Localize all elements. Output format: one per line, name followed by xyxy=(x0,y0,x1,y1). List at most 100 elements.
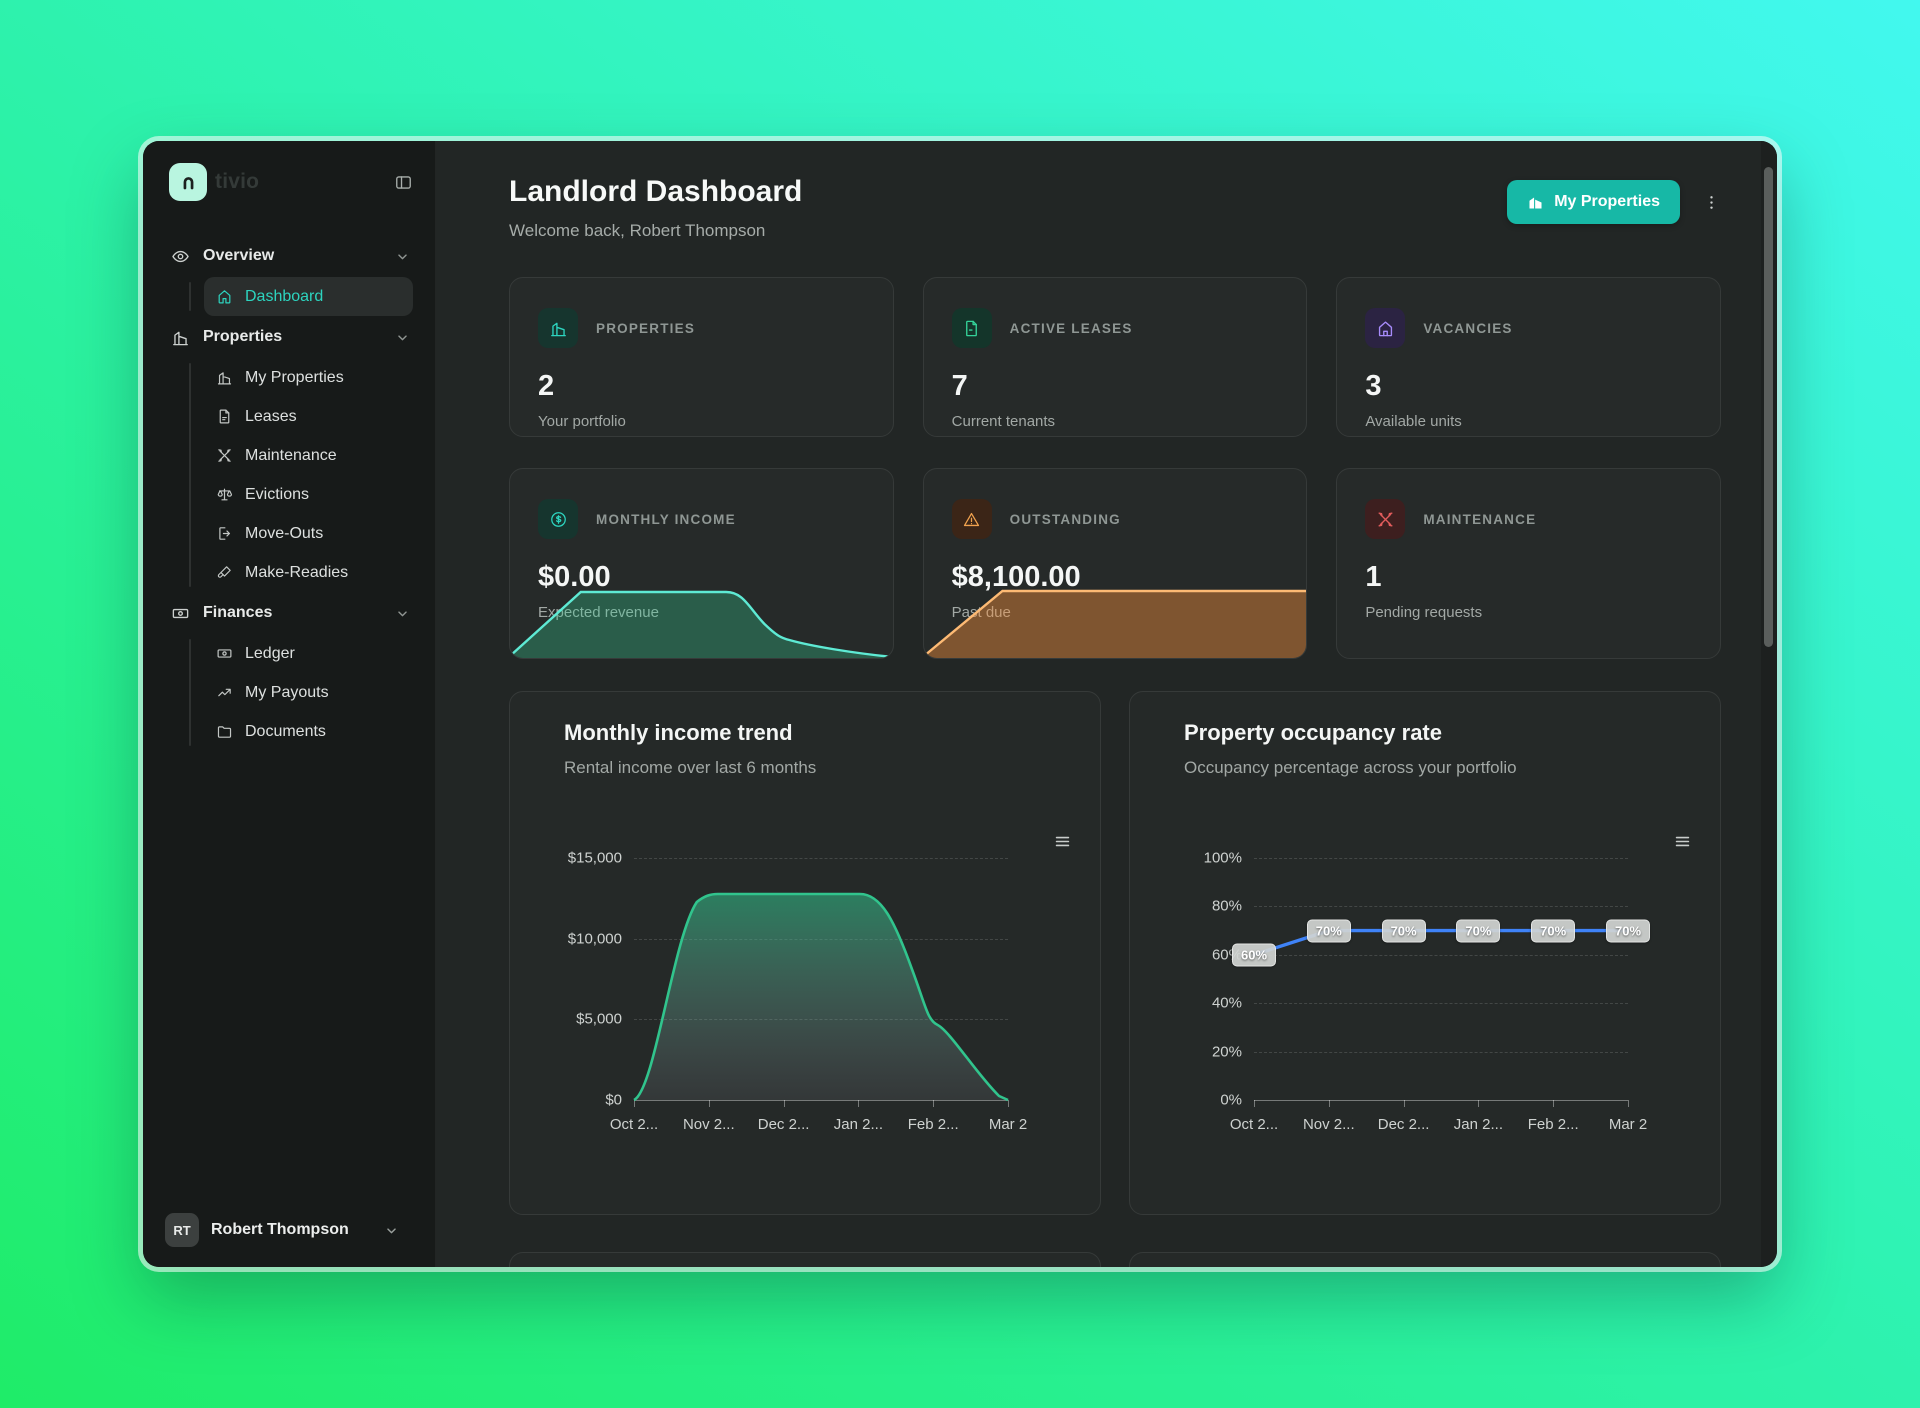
page-title: Landlord Dashboard xyxy=(509,175,803,208)
sidebar-item-ledger[interactable]: Ledger xyxy=(204,634,413,673)
stat-value: 7 xyxy=(951,370,968,402)
sidebar-section-properties[interactable]: Properties xyxy=(159,316,419,358)
section-label: Properties xyxy=(203,328,283,345)
item-label: Make-Readies xyxy=(245,563,349,581)
chevron-down-icon xyxy=(394,329,411,346)
avatar: RT xyxy=(165,1213,199,1247)
sidebar-item-move-outs[interactable]: Move-Outs xyxy=(204,514,413,553)
stat-sub: Expected revenue xyxy=(538,604,865,621)
dollar-circle-icon xyxy=(538,499,578,539)
scales-icon xyxy=(216,486,233,503)
trending-up-icon xyxy=(216,684,233,701)
sidebar-item-maintenance[interactable]: Maintenance xyxy=(204,436,413,475)
tree-guide-line xyxy=(189,639,191,746)
item-label: Leases xyxy=(245,407,297,425)
item-label: My Properties xyxy=(245,368,344,386)
eye-icon xyxy=(171,247,190,266)
tools-icon xyxy=(216,447,233,464)
data-label: 70% xyxy=(1531,919,1576,943)
stat-card-monthly-income: MONTHLY INCOME $0.00 Expected revenue xyxy=(509,468,894,659)
stat-value: $8,100.00 xyxy=(951,561,1081,593)
brand: tivio xyxy=(169,163,259,201)
sidebar-section-overview[interactable]: Overview xyxy=(159,235,419,277)
sidebar-nav: Overview Dashboard Properties My Pr xyxy=(159,235,419,1207)
stat-value: $0.00 xyxy=(538,561,611,593)
sidebar-item-dashboard[interactable]: Dashboard xyxy=(204,277,413,316)
section-label: Finances xyxy=(203,604,273,621)
sidebar: tivio Overview Dashboard Propert xyxy=(143,141,436,1267)
income-sparkline xyxy=(510,578,893,658)
chart-subtitle: Rental income over last 6 months xyxy=(564,758,817,777)
tree-guide-line xyxy=(189,363,191,587)
chevron-down-icon xyxy=(394,248,411,265)
sidebar-item-my-payouts[interactable]: My Payouts xyxy=(204,673,413,712)
item-label: My Payouts xyxy=(245,683,329,701)
brand-name: tivio xyxy=(215,170,260,193)
main-content: Landlord Dashboard Welcome back, Robert … xyxy=(436,141,1777,1267)
stat-card-outstanding: OUTSTANDING $8,100.00 Past due xyxy=(922,468,1308,659)
stat-card-vacancies: VACANCIES 3 Available units xyxy=(1336,277,1721,437)
scrollbar-thumb[interactable] xyxy=(1764,167,1773,647)
item-label: Dashboard xyxy=(245,287,324,305)
tools-icon xyxy=(1365,499,1406,539)
chart-title: Property occupancy rate xyxy=(1184,720,1442,745)
income-trend-plot: $15,000 $10,000 $5,000 $0 xyxy=(567,849,1028,1134)
chevron-down-icon xyxy=(383,1222,400,1239)
occupancy-chart-card: Property occupancy rate Occupancy percen… xyxy=(1129,691,1721,1215)
banknote-icon xyxy=(216,645,233,662)
home-icon xyxy=(216,288,233,305)
document-icon xyxy=(951,308,992,348)
banknote-icon xyxy=(171,604,190,623)
item-label: Ledger xyxy=(245,644,295,662)
building-icon xyxy=(216,369,233,386)
tree-guide-line xyxy=(189,282,191,311)
stat-card-active-leases: ACTIVE LEASES 7 Current tenants xyxy=(922,277,1308,437)
kebab-menu-icon[interactable] xyxy=(1702,193,1721,212)
stat-card-maintenance: MAINTENANCE 1 Pending requests xyxy=(1336,468,1721,659)
item-label: Documents xyxy=(245,722,326,740)
warning-triangle-icon xyxy=(951,499,992,539)
outstanding-sparkline xyxy=(923,578,1307,658)
folder-icon xyxy=(216,723,233,740)
occupancy-plot: 100% 80% 60% 40% 20% 0% xyxy=(1158,850,1692,1158)
sidebar-section-finances[interactable]: Finances xyxy=(159,592,419,634)
data-label: 70% xyxy=(1381,919,1426,943)
user-menu[interactable]: RT Robert Thompson xyxy=(159,1207,419,1249)
building-icon xyxy=(538,308,578,348)
sidebar-item-my-properties[interactable]: My Properties xyxy=(204,358,413,397)
chevron-down-icon xyxy=(394,605,411,622)
sidebar-toggle-button[interactable] xyxy=(394,173,413,192)
stat-sub: Available units xyxy=(1365,413,1462,430)
section-label: Overview xyxy=(203,247,275,264)
data-label: 70% xyxy=(1306,919,1351,943)
building-icon xyxy=(171,328,190,347)
stat-value: 1 xyxy=(1365,561,1382,593)
income-trend-chart-card: Monthly income trend Rental income over … xyxy=(509,691,1101,1215)
item-label: Maintenance xyxy=(245,446,337,464)
sidebar-item-make-readies[interactable]: Make-Readies xyxy=(204,553,413,592)
stat-value: 2 xyxy=(538,370,555,402)
sidebar-item-evictions[interactable]: Evictions xyxy=(204,475,413,514)
stat-value: 3 xyxy=(1365,370,1382,402)
stat-sub: Current tenants xyxy=(951,413,1056,430)
hamburger-menu-icon[interactable] xyxy=(1673,832,1692,851)
stat-sub: Past due xyxy=(952,604,1279,621)
sidebar-item-documents[interactable]: Documents xyxy=(204,712,413,751)
data-label: 70% xyxy=(1456,919,1501,943)
occupancy-line-series xyxy=(1254,858,1628,1100)
item-label: Move-Outs xyxy=(245,524,324,542)
data-label: 60% xyxy=(1231,943,1277,967)
welcome-text: Welcome back, Robert Thompson xyxy=(509,221,766,240)
document-icon xyxy=(216,408,233,425)
door-exit-icon xyxy=(216,525,233,542)
chart-title: Monthly income trend xyxy=(564,720,793,745)
my-properties-button[interactable]: My Properties xyxy=(1507,180,1680,224)
partial-card xyxy=(509,1252,1101,1267)
item-label: Evictions xyxy=(245,485,310,503)
user-name: Robert Thompson xyxy=(211,1221,349,1238)
partial-card xyxy=(1129,1252,1721,1267)
sidebar-item-leases[interactable]: Leases xyxy=(204,397,413,436)
app-logo-icon xyxy=(169,163,207,201)
hamburger-menu-icon[interactable] xyxy=(1053,832,1072,851)
data-label: 70% xyxy=(1605,919,1651,943)
